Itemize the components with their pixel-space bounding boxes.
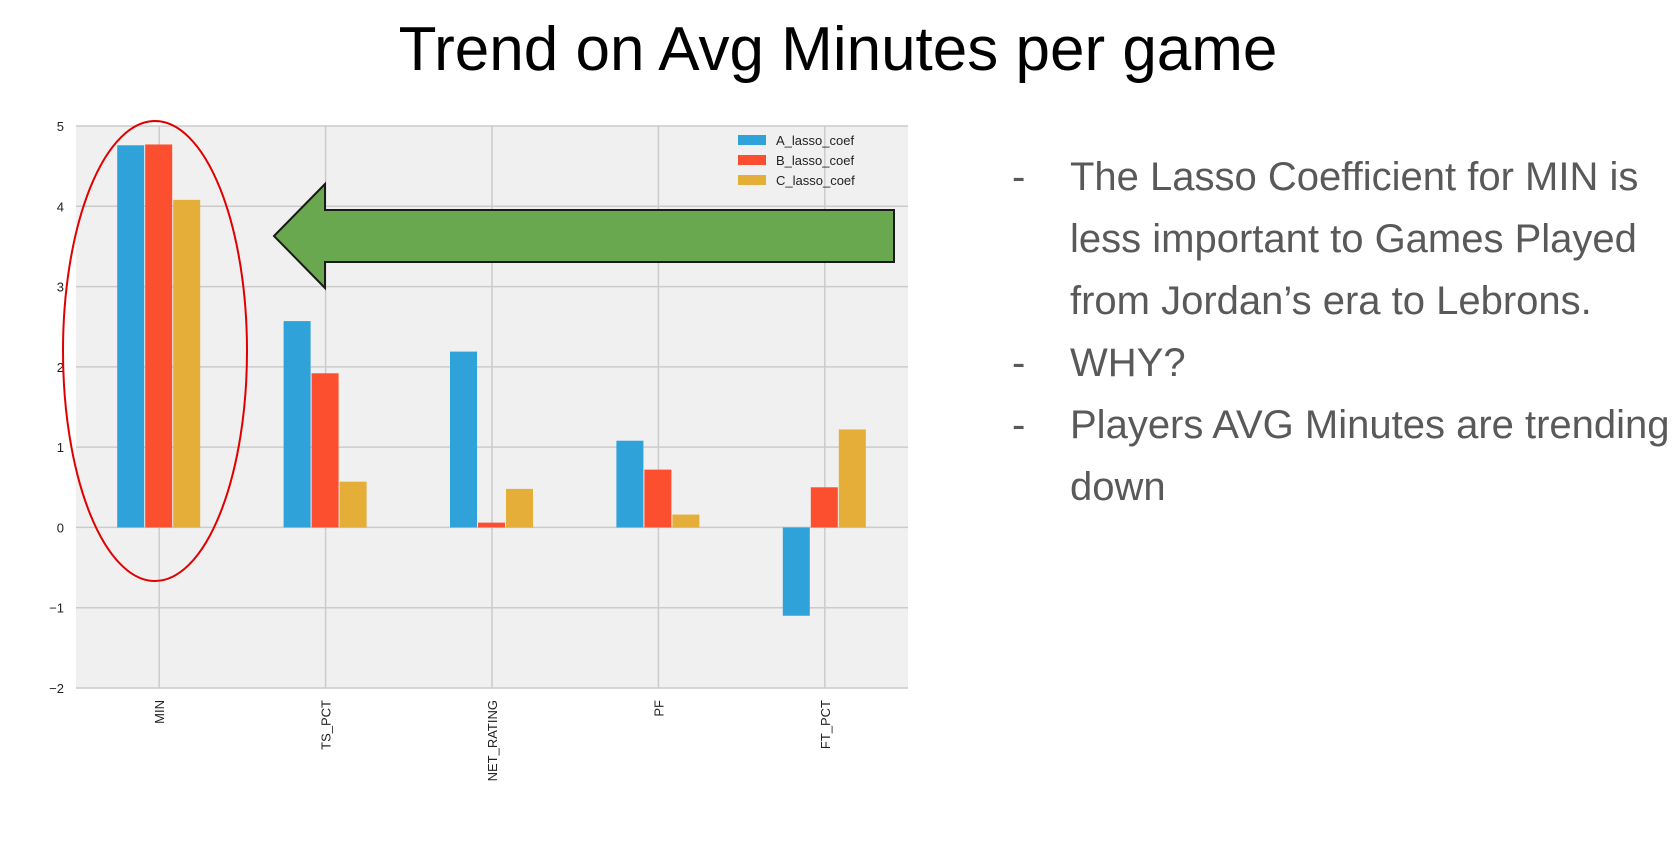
- bar-b-lasso-coef-min: [145, 144, 173, 528]
- bar-group: [117, 144, 866, 616]
- legend-swatch: [738, 135, 766, 145]
- y-tick-label: −1: [49, 601, 64, 616]
- bullet-marker: -: [1012, 403, 1026, 447]
- y-tick-label: 0: [57, 520, 64, 535]
- legend-label: C_lasso_coef: [776, 173, 855, 188]
- bullet-list: - The Lasso Coefficient for MIN is less i…: [1000, 146, 1670, 518]
- slide-title: Trend on Avg Minutes per game: [398, 15, 1278, 84]
- y-tick-label: 1: [57, 440, 64, 455]
- bullet-marker: -: [1012, 341, 1026, 385]
- bar-a-lasso-coef-pf: [616, 440, 644, 528]
- bar-a-lasso-coef-ft-pct: [782, 527, 810, 616]
- legend-swatch: [738, 175, 766, 185]
- bar-a-lasso-coef-min: [117, 145, 145, 528]
- bar-c-lasso-coef-net-rating: [506, 488, 533, 528]
- y-tick-label: 4: [57, 199, 64, 214]
- legend: A_lasso_coef B_lasso_coef C_lasso_coef: [738, 133, 855, 188]
- bar-c-lasso-coef-pf: [672, 514, 700, 528]
- legend-label: A_lasso_coef: [776, 133, 854, 148]
- bullet-text: WHY?: [1070, 341, 1186, 385]
- x-tick-label: MIN: [152, 700, 167, 724]
- x-tick-label: FT_PCT: [818, 700, 833, 749]
- bullet-text: The Lasso Coefficient for MIN is less im…: [1070, 155, 1639, 323]
- bar-c-lasso-coef-ts-pct: [339, 481, 367, 528]
- y-tick-labels: −2 −1 0 1 2 3 4 5: [49, 119, 64, 696]
- x-tick-label: NET_RATING: [485, 700, 500, 781]
- bullet-item: - The Lasso Coefficient for MIN is less i…: [1000, 146, 1670, 332]
- bar-b-lasso-coef-ft-pct: [810, 487, 838, 528]
- x-tick-labels: MIN TS_PCT NET_RATING PF FT_PCT: [152, 700, 833, 781]
- legend-label: B_lasso_coef: [776, 153, 854, 168]
- legend-swatch: [738, 155, 766, 165]
- bar-c-lasso-coef-min: [173, 199, 201, 528]
- bar-b-lasso-coef-pf: [644, 469, 672, 528]
- bullet-text: Players AVG Minutes are trending down: [1070, 403, 1670, 509]
- x-tick-label: PF: [651, 700, 666, 717]
- left-arrow-icon: [272, 181, 895, 291]
- bar-c-lasso-coef-ft-pct: [838, 429, 866, 528]
- bar-b-lasso-coef-ts-pct: [311, 373, 339, 528]
- bar-a-lasso-coef-ts-pct: [283, 321, 311, 528]
- bullet-marker: -: [1012, 155, 1026, 199]
- bar-a-lasso-coef-net-rating: [450, 351, 477, 528]
- bar-chart: −2 −1 0 1 2 3 4 5 MIN TS_PCT NET_RATING PF FT_PCT A…: [49, 119, 908, 781]
- bar-b-lasso-coef-net-rating: [478, 522, 505, 528]
- highlight-ellipse: [62, 120, 248, 582]
- y-tick-label: 2: [57, 360, 64, 375]
- x-tick-label: TS_PCT: [319, 700, 334, 750]
- bullet-item: - Players AVG Minutes are trending down: [1000, 394, 1670, 518]
- y-tick-label: 5: [57, 119, 64, 134]
- y-tick-label: 3: [57, 280, 64, 295]
- y-tick-label: −2: [49, 681, 64, 696]
- bullet-item: - WHY?: [1000, 332, 1670, 394]
